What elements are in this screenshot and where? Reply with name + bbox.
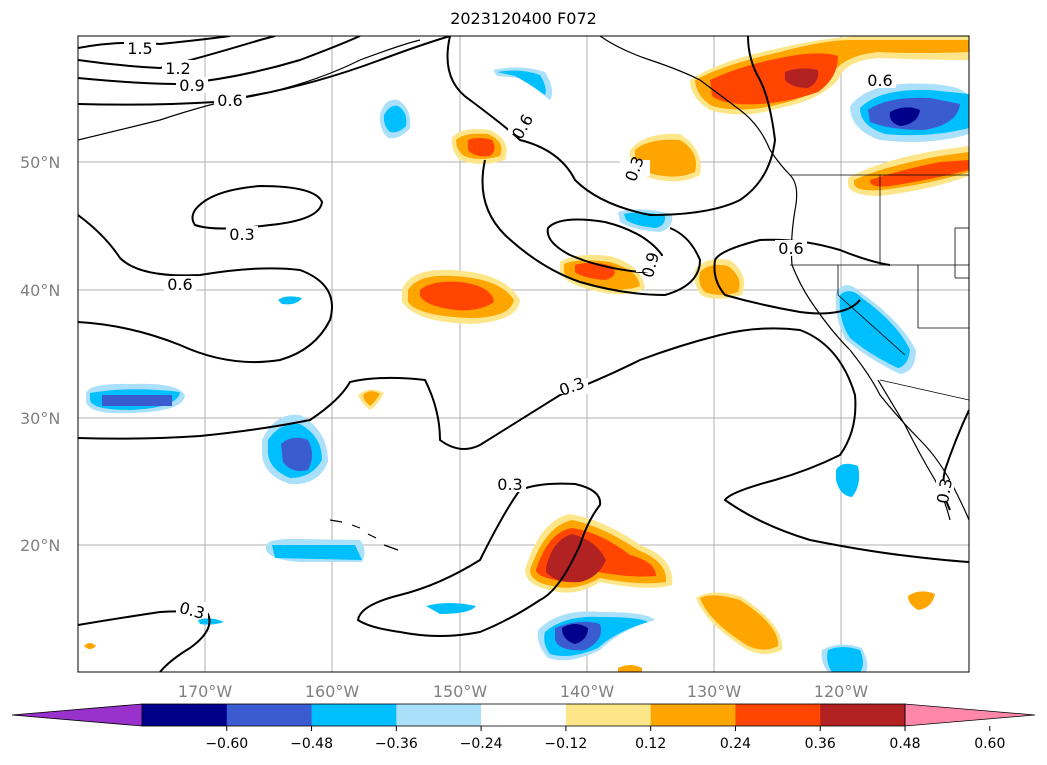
contour-label: 0.6 [867,71,892,90]
contour-1.5 [78,36,231,49]
shade-blue-north-pac-core [383,105,407,133]
lon-label: 140°W [560,682,615,701]
shade-warm-140w-20n-core [546,534,606,583]
shade-blue-small-1 [278,296,302,305]
colorbar-tick-label: 0.24 [720,736,751,752]
contour-label: 0.3 [497,475,522,494]
hawaii-islands [329,519,399,551]
contour-label: 0.6 [167,275,192,294]
shade-blue-se-core [827,647,863,672]
contour-0.3-long [78,327,969,563]
shade-warm-north-1-red [468,138,495,157]
colorbar-tick-label: 0.60 [974,736,1005,752]
colorbar-segment [820,704,906,726]
colorbar-segment [481,704,567,726]
colorbar-segment [565,704,652,726]
lon-label: 160°W [305,682,360,701]
contour-0.3-mid [481,159,702,297]
lat-label: 40°N [20,281,60,300]
shade-warm-bc-red [710,53,838,105]
colorbar-tick-label: −0.60 [205,736,248,752]
map-title: 2023120400 F072 [450,9,597,28]
colorbar-tick-label: −0.12 [544,736,587,752]
shade-warm-small-3 [618,665,642,672]
contour-0.9 [78,36,361,86]
shade-blue-gulf-core [497,70,546,95]
colorbar-tick-label: 0.36 [805,736,836,752]
boundaries [790,174,969,401]
shade-warm-small-4 [84,643,96,649]
contour-label: 0.3 [933,477,956,505]
lon-label: 170°W [178,682,233,701]
contour-label: 1.2 [165,59,190,78]
lat-label: 30°N [20,409,60,428]
shade-blue-mexico [836,463,860,497]
shade-blue-canada-inner [889,107,920,126]
shade-blue-west-30n-inner [281,437,312,471]
colorbar-segment [142,704,228,726]
shade-warm-north-2-orange [634,139,696,177]
colorbar-segment [735,704,821,726]
contour-1.2 [78,36,276,70]
colorbar-tick-label: −0.36 [375,736,418,752]
contour-0.6-west [78,214,333,364]
contour-0.3-loop [191,184,324,230]
colorbar: −0.60 −0.48 −0.36 −0.24 −0.12 0.12 0.24 0.36 0.4… [11,703,1036,752]
shade-blue-small-3 [198,618,224,625]
contour-labels: 1.5 1.2 0.9 0.6 0.3 0.6 0.6 0.3 0.9 0.6 … [124,39,956,623]
shade-blue-20n-core [272,545,362,560]
shade-warm-small-1-orange [363,391,380,406]
shade-warm-small-2 [908,591,935,610]
shade-warm-bc-core [785,68,819,88]
shade-blue-hawaii-north-inner [102,395,172,406]
shade-warm-40n-red [420,281,494,311]
colorbar-tick-label: −0.24 [460,736,503,752]
contour-0.6-east-2 [713,259,861,315]
contour-label: 0.9 [179,76,204,95]
colorbar-segment [226,704,313,726]
colorbar-segment [650,704,736,726]
colorbar-tick-label: 0.12 [635,736,666,752]
contour-label: 0.6 [217,91,242,110]
colorbar-tick-label: 0.48 [889,736,920,752]
colorbar-extend-high [904,703,1036,727]
shade-blue-california-core [839,291,910,368]
positive-anomaly-shading [84,36,969,672]
colorbar-segment [311,704,397,726]
contour-label: 0.3 [229,225,254,244]
contour-0.3-south [356,482,602,637]
shade-warm-130w-15n-orange [700,595,779,650]
shade-warm-ca-coast-orange [699,264,740,295]
lon-label: 130°W [687,682,742,701]
shade-blue-small-2 [426,603,476,614]
contour-0.6-big [446,36,777,217]
lon-label: 150°W [433,682,488,701]
map-background [78,36,969,672]
contour-label: 0.6 [778,239,803,258]
map-frame [77,35,970,673]
shade-warm-us-north-red [870,160,969,187]
colorbar-segment [396,704,482,726]
lat-label: 50°N [20,153,60,172]
negative-anomaly-shading [86,67,969,672]
contour-lines [78,36,969,672]
latitude-labels: 50°N 40°N 30°N 20°N [20,153,60,555]
shade-blue-45n-core [624,212,666,228]
colorbar-tick-label: −0.48 [290,736,333,752]
lon-label: 120°W [814,682,869,701]
contour-label: 1.5 [127,39,152,58]
colorbar-border [141,703,906,727]
contour-0.6-north [78,36,451,106]
lat-label: 20°N [20,536,60,555]
colorbar-extend-low [11,703,143,727]
longitude-labels: 170°W 160°W 150°W 140°W 130°W 120°W [178,682,869,701]
shade-blue-south-inner [562,624,588,644]
